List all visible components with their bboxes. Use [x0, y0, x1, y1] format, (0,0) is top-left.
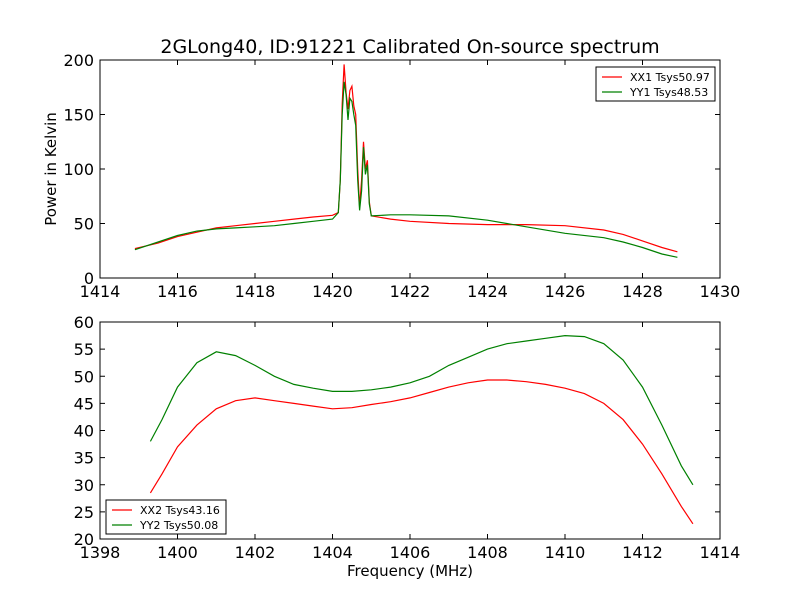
bottom-series-line-2	[149, 334, 694, 486]
bottom-x-tick-label: 1410	[545, 543, 586, 562]
top-x-tick-label: 1420	[312, 282, 353, 301]
top-x-tick-label: 1430	[700, 282, 741, 301]
bottom-x-tick-label: 1414	[700, 543, 741, 562]
top-panel: 1414 1416 1418 1420 1422 1424 1426 1428 1430 0 50 1…	[42, 51, 740, 301]
top-series-line-2	[134, 81, 678, 258]
top-x-tick-label: 1424	[467, 282, 508, 301]
top-x-tick-label: 1416	[157, 282, 198, 301]
bottom-legend-label-2: YY2 Tsys50.08	[139, 519, 218, 532]
chart-title: 2GLong40, ID:91221 Calibrated On-source …	[160, 36, 659, 58]
bottom-x-tick-label: 1406	[390, 543, 431, 562]
bottom-x-tick-label: 1400	[157, 543, 198, 562]
top-legend-label-1: XX1 Tsys50.97	[630, 71, 710, 84]
top-y-axis-label: Power in Kelvin	[42, 112, 60, 226]
top-y-tick-label: 100	[63, 160, 94, 179]
bottom-y-tick-label: 30	[74, 476, 94, 495]
bottom-y-tick-label: 60	[74, 313, 94, 332]
top-y-tick-label: 150	[63, 106, 94, 125]
top-legend-label-2: YY1 Tsys48.53	[629, 86, 708, 99]
bottom-x-tick-label: 1398	[80, 543, 121, 562]
bottom-x-axis-label: Frequency (MHz)	[347, 562, 473, 580]
top-x-tick-label: 1422	[390, 282, 431, 301]
bottom-x-tick-label: 1402	[235, 543, 276, 562]
bottom-y-tick-label: 35	[74, 449, 94, 468]
bottom-x-tick-label: 1412	[622, 543, 663, 562]
top-x-tick-label: 1414	[80, 282, 121, 301]
bottom-y-tick-label: 50	[74, 367, 94, 386]
top-y-tick-label: 50	[74, 215, 94, 234]
bottom-legend	[105, 499, 227, 535]
bottom-y-tick-label: 45	[74, 394, 94, 413]
bottom-legend-label-1: XX2 Tsys43.16	[140, 504, 220, 517]
top-y-tick-label: 200	[63, 51, 94, 70]
top-x-tick-label: 1418	[235, 282, 276, 301]
bottom-y-tick-label: 20	[74, 530, 94, 549]
bottom-y-tick-label: 55	[74, 340, 94, 359]
bottom-x-tick-label: 1404	[312, 543, 353, 562]
top-series-line-1	[134, 64, 678, 253]
bottom-y-tick-label: 40	[74, 422, 94, 441]
top-x-tick-label: 1426	[545, 282, 586, 301]
bottom-y-tick-label: 25	[74, 503, 94, 522]
bottom-panel: 1398 1400 1402 1404 1406 1408 1410 1412 1414 20 25…	[74, 313, 741, 580]
top-legend	[595, 66, 716, 102]
bottom-series-line-1	[149, 379, 694, 525]
bottom-x-tick-label: 1408	[467, 543, 508, 562]
top-y-tick-label: 0	[84, 269, 94, 288]
top-x-tick-label: 1428	[622, 282, 663, 301]
